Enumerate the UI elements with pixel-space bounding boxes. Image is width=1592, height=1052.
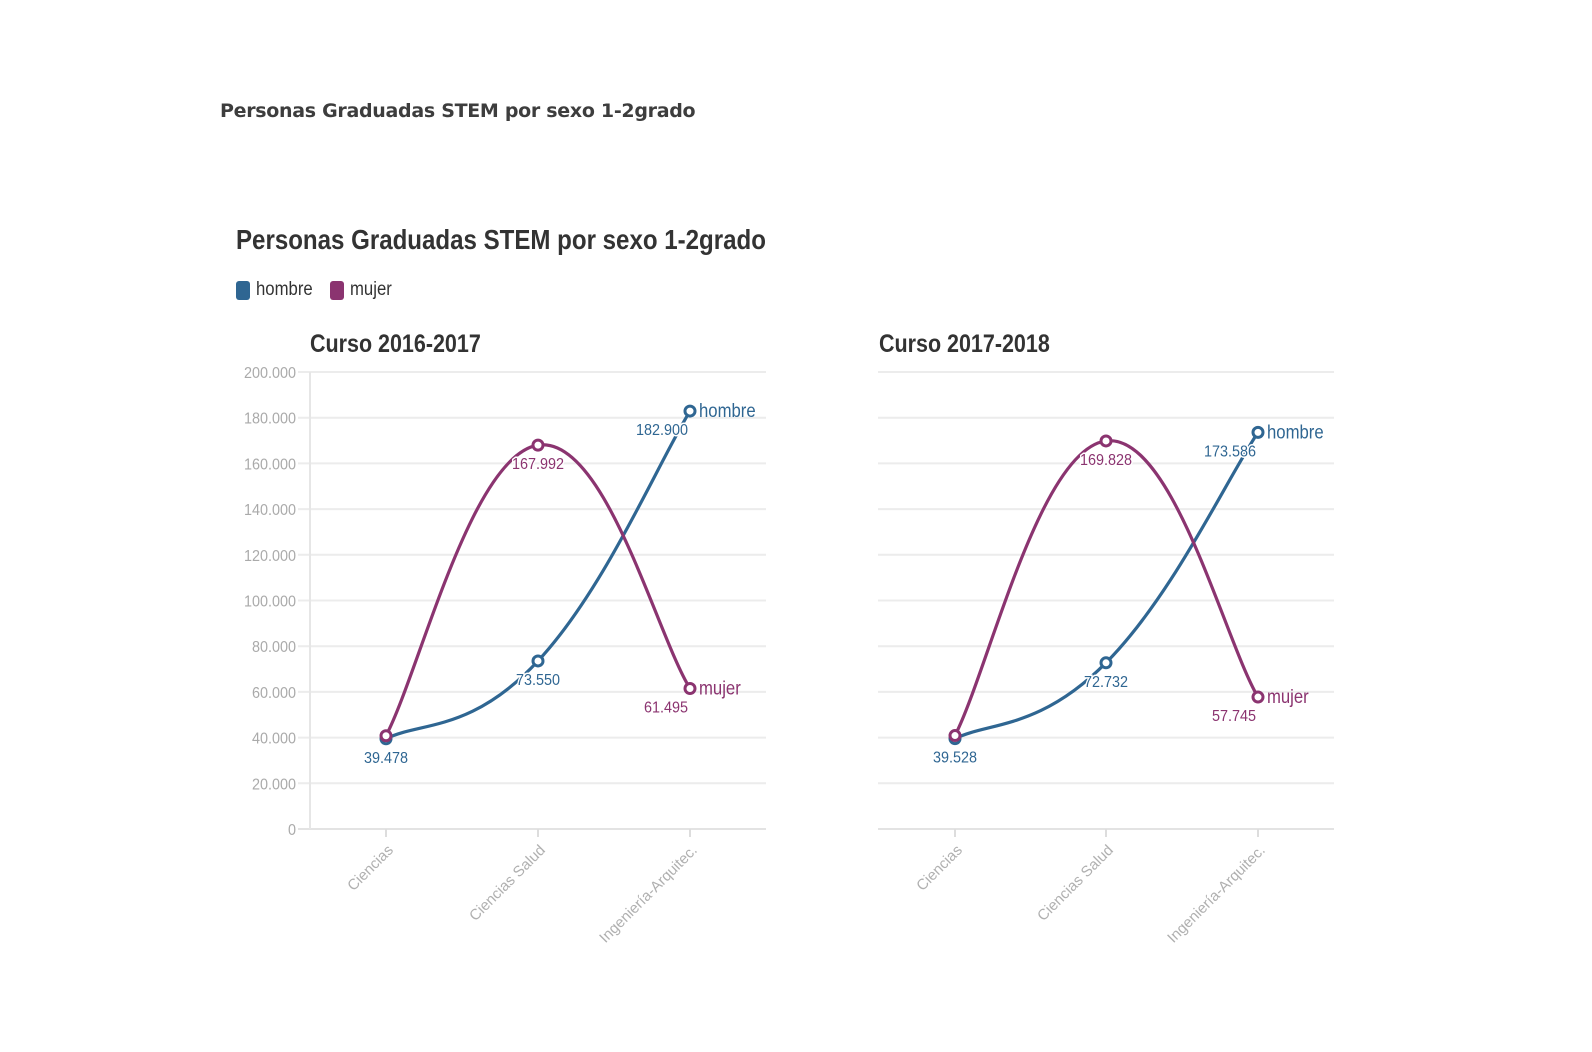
x-tick-label: Ciencias Salud — [1034, 842, 1117, 925]
legend-swatch-hombre — [236, 280, 250, 300]
y-tick-label: 140.000 — [244, 501, 296, 519]
x-tick-label: Ingeniería-Arquitec. — [596, 842, 701, 947]
data-point-mujer — [683, 681, 697, 695]
data-label: 173.586 — [1204, 443, 1256, 461]
series-end-label-hombre: hombre — [1267, 421, 1324, 442]
y-tick-label: 20.000 — [252, 776, 296, 794]
series-line-hombre — [953, 430, 1260, 741]
x-tick-label: Ingeniería-Arquitec. — [1164, 842, 1269, 947]
data-label: 182.900 — [636, 421, 688, 439]
data-label: 169.828 — [1080, 451, 1132, 469]
y-tick-label: 0 — [288, 821, 296, 839]
data-point-hombre — [1099, 656, 1113, 670]
page-title: Personas Graduadas STEM por sexo 1-2grad… — [220, 100, 696, 122]
data-label: 72.732 — [1084, 673, 1128, 691]
data-point-hombre — [683, 404, 697, 418]
y-tick-label: 60.000 — [252, 684, 296, 702]
chart-panel-1: Curso 2016-2017 0 20.000 40.000 60.000 80.000… — [244, 329, 766, 946]
y-tick-label: 100.000 — [244, 593, 296, 611]
series-end-label-mujer: mujer — [699, 677, 741, 698]
data-label: 39.528 — [933, 749, 977, 767]
data-point-mujer — [1099, 434, 1113, 448]
y-tick-label: 160.000 — [244, 456, 296, 474]
data-label: 57.745 — [1212, 707, 1256, 725]
data-point-mujer — [948, 729, 962, 743]
data-label: 167.992 — [512, 455, 564, 473]
y-tick-label: 40.000 — [252, 730, 296, 748]
data-label: 61.495 — [644, 699, 688, 717]
legend: hombre mujer — [236, 279, 408, 301]
legend-item-mujer[interactable]: mujer — [330, 279, 398, 301]
data-point-hombre — [531, 654, 545, 668]
data-label: 39.478 — [364, 749, 408, 767]
legend-item-hombre[interactable]: hombre — [236, 279, 320, 301]
series-line-hombre — [384, 409, 692, 741]
legend-swatch-mujer — [330, 280, 345, 300]
panel-title: Curso 2016-2017 — [310, 329, 481, 357]
legend-label-mujer: mujer — [350, 279, 393, 300]
data-point-mujer — [379, 729, 393, 743]
x-tick-label: Ciencias Salud — [466, 842, 549, 925]
y-tick-label: 200.000 — [244, 364, 296, 382]
data-point-hombre — [1251, 425, 1265, 439]
figure-title: Personas Graduadas STEM por sexo 1-2grad… — [236, 224, 766, 255]
x-tick-label: Ciencias — [913, 842, 966, 895]
panel-title: Curso 2017-2018 — [879, 329, 1050, 357]
data-label: 73.550 — [516, 671, 560, 689]
legend-label-hombre: hombre — [256, 279, 313, 300]
series-end-label-mujer: mujer — [1267, 686, 1309, 707]
x-tick-label: Ciencias — [344, 842, 397, 895]
series-end-label-hombre: hombre — [699, 400, 756, 421]
data-point-mujer — [531, 438, 545, 452]
y-tick-label: 80.000 — [252, 639, 296, 657]
y-tick-label: 120.000 — [244, 547, 296, 565]
data-point-mujer — [1251, 690, 1265, 704]
y-tick-label: 180.000 — [244, 410, 296, 428]
chart-panel-2: Curso 2017-2018 Ciencias Ciencias Salud Ing… — [878, 329, 1334, 946]
